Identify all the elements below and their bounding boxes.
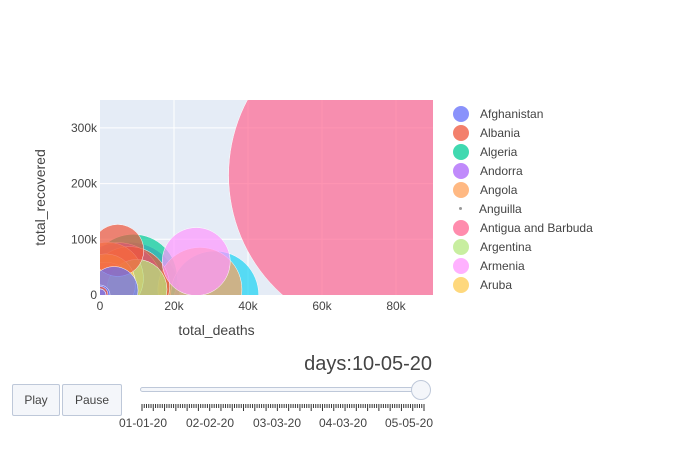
slider-labels: 01-01-20 02-02-20 03-03-20 04-03-20 05-05-20 [0,416,700,432]
legend-label: Armenia [480,258,525,273]
legend-label: Aruba [480,277,513,292]
x-tick-label: 0 [97,299,104,313]
legend-marker [459,207,462,210]
x-tick-label: 60k [312,299,332,313]
bubble-afghanistan [100,266,139,295]
x-tick-label: 80k [386,299,406,313]
slider-tick-label: 01-01-20 [118,416,168,430]
legend-label: Afghanistan [480,106,544,121]
legend-marker [453,162,469,179]
x-tick-label: 20k [164,299,184,313]
slider-prefix: days: [304,353,352,375]
bubble-chart: 0 20k 40k 60k 80k 0 100k 200k 300k total_deaths to… [32,100,433,338]
legend-item-algeria[interactable]: Algeria [448,142,688,161]
y-tick-label: 200k [71,177,98,191]
y-tick-label: 100k [71,232,98,246]
legend-marker [453,219,469,236]
legend-label: Algeria [480,144,518,159]
slider-tick-label: 02-02-20 [185,416,235,430]
animation-controls: Play Pause [12,384,122,416]
bubbles [100,100,433,295]
legend-item-armenia[interactable]: Armenia [448,256,688,275]
slider-current-date: 10-05-20 [351,353,432,375]
x-tick-label: 40k [238,299,258,313]
legend-marker [453,143,469,160]
bubble-andorra [100,288,107,295]
legend-item-andorra[interactable]: Andorra [448,161,688,180]
legend: Afghanistan Albania Algeria Andorra Angola An… [448,104,688,294]
y-axis-title: total_recovered [32,149,48,246]
legend-label: Antigua and Barbuda [480,220,593,235]
slider-current-value: days:10-05-20 [304,353,432,376]
slider-handle[interactable] [411,380,431,400]
pause-button[interactable]: Pause [62,384,122,416]
legend-item-afghanistan[interactable]: Afghanistan [448,104,688,123]
legend-item-aruba[interactable]: Aruba [448,275,688,294]
slider-tick-label: 03-03-20 [252,416,302,430]
bubble-armenia [161,227,231,295]
slider-track[interactable] [140,387,424,392]
legend-label: Anguilla [479,201,522,216]
legend-item-anguilla[interactable]: Anguilla [448,199,688,218]
legend-item-albania[interactable]: Albania [448,123,688,142]
y-tick-label: 300k [71,121,98,135]
legend-label: Albania [480,125,521,140]
slider-ticks [141,404,425,411]
slider-tick-label: 05-05-20 [384,416,434,430]
legend-label: Andorra [480,163,523,178]
legend-label: Argentina [480,239,532,254]
legend-marker [453,124,469,141]
legend-marker [453,257,469,274]
legend-label: Angola [480,182,518,197]
x-axis-title: total_deaths [178,322,254,338]
legend-item-angola[interactable]: Angola [448,180,688,199]
legend-item-antigua-and-barbuda[interactable]: Antigua and Barbuda [448,218,688,237]
y-tick-label: 0 [90,288,97,302]
legend-marker [453,105,469,122]
legend-marker [453,181,469,198]
play-button[interactable]: Play [12,384,60,416]
legend-marker [453,276,469,293]
bubble-antigua-and-barbuda [228,100,433,295]
legend-marker [453,238,469,255]
legend-item-argentina[interactable]: Argentina [448,237,688,256]
slider-tick-label: 04-03-20 [318,416,368,430]
